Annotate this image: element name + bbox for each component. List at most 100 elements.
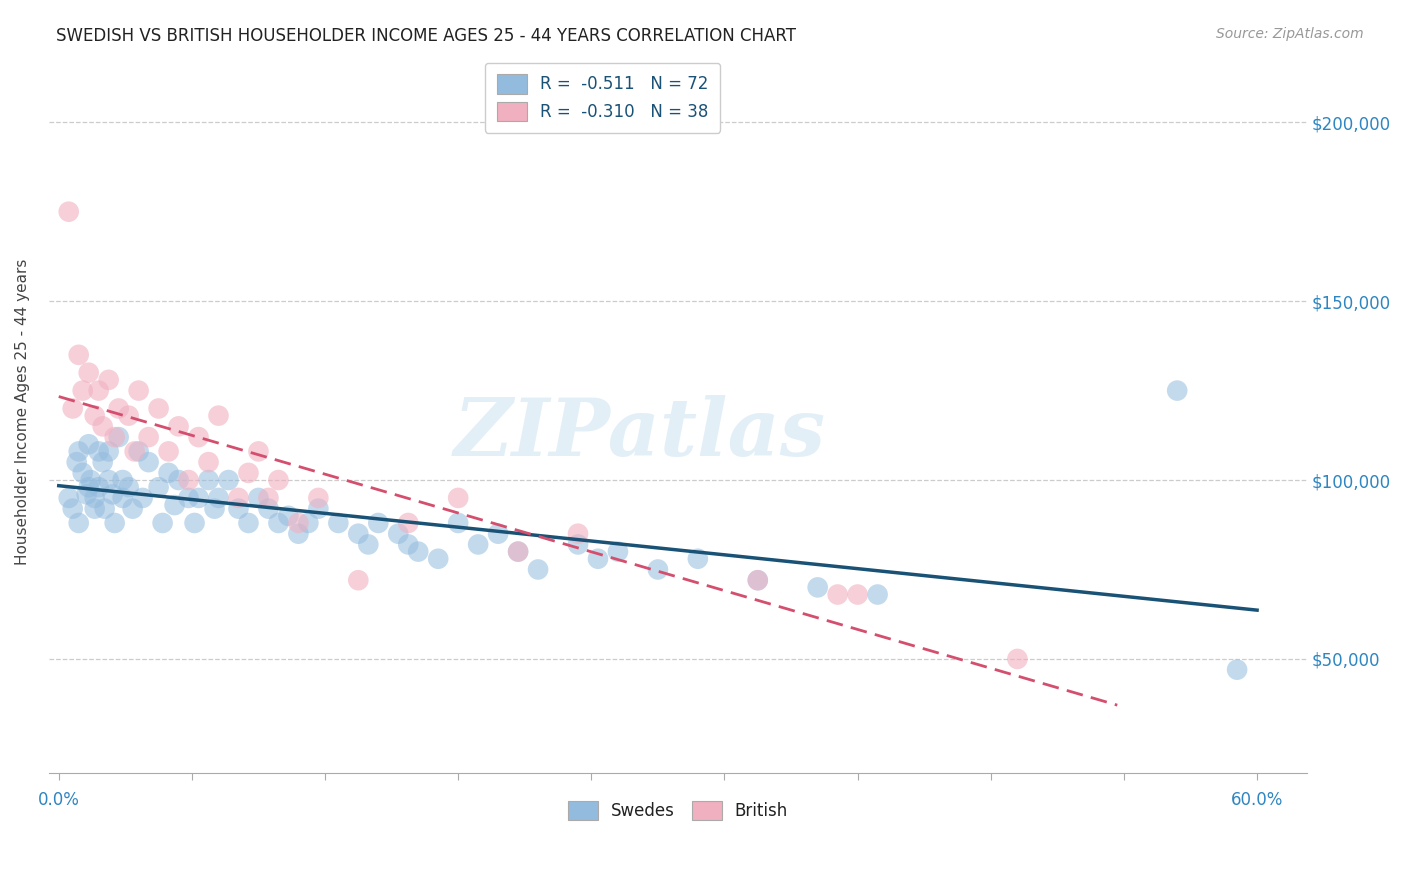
Point [396,516,419,530]
Point [686,551,709,566]
Point [66,455,89,469]
Point [77,366,100,380]
Point [357,537,380,551]
Point [238,516,260,530]
Point [177,491,200,505]
Point [87,384,110,398]
Point [91,455,114,469]
Point [1007,652,1029,666]
Point [396,537,419,551]
Point [93,501,115,516]
Point [83,409,105,423]
Point [83,491,105,505]
Point [104,516,127,530]
Point [467,537,489,551]
Point [138,430,160,444]
Point [157,466,180,480]
Point [167,473,190,487]
Point [207,409,229,423]
Point [527,562,550,576]
Point [277,508,299,523]
Point [567,537,589,551]
Point [387,526,409,541]
Point [747,573,769,587]
Point [328,516,350,530]
Point [228,501,250,516]
Point [307,491,329,505]
Point [177,473,200,487]
Point [197,473,219,487]
Point [218,473,240,487]
Point [111,491,134,505]
Point [247,444,270,458]
Point [197,455,219,469]
Point [87,480,110,494]
Point [447,516,470,530]
Point [117,480,139,494]
Point [128,384,150,398]
Point [76,487,98,501]
Y-axis label: Householder Income Ages 25 - 44 years: Householder Income Ages 25 - 44 years [15,259,30,566]
Point [148,401,170,416]
Point [107,401,129,416]
Point [80,473,103,487]
Point [62,501,84,516]
Point [77,437,100,451]
Legend: Swedes, British: Swedes, British [561,794,794,827]
Point [101,487,124,501]
Point [58,491,80,505]
Point [567,526,589,541]
Point [117,409,139,423]
Point [148,480,170,494]
Point [167,419,190,434]
Point [347,526,370,541]
Point [77,480,100,494]
Point [607,544,630,558]
Point [72,384,94,398]
Point [152,516,174,530]
Point [427,551,450,566]
Point [586,551,609,566]
Point [104,430,127,444]
Point [238,466,260,480]
Point [406,544,429,558]
Text: Source: ZipAtlas.com: Source: ZipAtlas.com [1216,27,1364,41]
Point [62,401,84,416]
Point [187,430,209,444]
Point [107,430,129,444]
Point [846,588,869,602]
Point [287,526,309,541]
Point [228,491,250,505]
Point [72,466,94,480]
Point [91,419,114,434]
Point [506,544,529,558]
Point [67,348,90,362]
Point [111,473,134,487]
Point [121,501,143,516]
Point [827,588,849,602]
Point [87,444,110,458]
Point [128,444,150,458]
Point [67,444,90,458]
Point [447,491,470,505]
Point [307,501,329,516]
Point [97,373,120,387]
Point [1226,663,1249,677]
Point [747,573,769,587]
Point [163,498,186,512]
Text: SWEDISH VS BRITISH HOUSEHOLDER INCOME AGES 25 - 44 YEARS CORRELATION CHART: SWEDISH VS BRITISH HOUSEHOLDER INCOME AG… [56,27,796,45]
Point [83,501,105,516]
Point [257,491,280,505]
Point [187,491,209,505]
Point [866,588,889,602]
Point [367,516,389,530]
Point [204,501,226,516]
Point [124,444,146,458]
Point [506,544,529,558]
Point [207,491,229,505]
Point [257,501,280,516]
Point [138,455,160,469]
Point [1166,384,1188,398]
Point [67,516,90,530]
Point [347,573,370,587]
